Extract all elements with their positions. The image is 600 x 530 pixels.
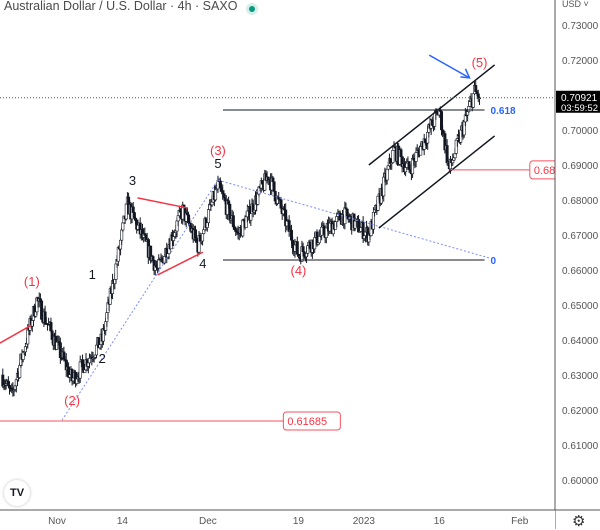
settings-gear-icon[interactable]: ⚙ [572,513,586,530]
y-tick-label: 0.64000 [562,336,599,347]
candle [131,206,135,213]
level-label: 0.61685 [287,416,327,428]
x-tick-label: 14 [117,516,129,527]
y-tick-label: 0.67000 [562,231,599,242]
wave-label: 3 [129,173,136,188]
trend-line [368,64,496,166]
chart-title: Australian Dollar / U.S. Dollar · 4h · S… [4,0,238,13]
fib-level-label: 0.618 [491,106,516,117]
candle [201,233,205,242]
y-tick-label: 0.62000 [562,406,599,417]
y-tick-label: 0.66000 [562,266,599,277]
bar-countdown: 03:59:52 [561,103,598,114]
wave-label: 1 [89,267,96,282]
price-axis-bg [555,0,600,529]
x-tick-label: 16 [434,516,446,527]
trend-line [61,179,219,421]
y-tick-label: 0.73000 [562,21,599,32]
currency-label: USD ˅ [562,0,589,9]
trend-line [217,179,490,259]
y-tick-label: 0.70000 [562,126,599,137]
x-tick-label: Nov [48,516,66,527]
wave-label: 2 [99,351,106,366]
y-tick-label: 0.69000 [562,161,599,172]
trend-line [137,197,188,209]
candle [414,152,418,162]
y-tick-label: 0.63000 [562,371,599,382]
level-label: 0.687 [534,165,562,177]
x-tick-label: 2023 [353,516,376,527]
y-tick-label: 0.68000 [562,196,599,207]
tradingview-logo[interactable]: TV [4,480,30,506]
wave-label: 5 [214,156,221,171]
trend-line [0,324,33,344]
y-tick-label: 0.60000 [562,476,599,487]
wave-label: (4) [290,263,306,278]
candle [385,168,389,181]
candle [228,203,232,221]
wave-label: (1) [24,274,40,289]
y-tick-label: 0.72000 [562,56,599,67]
wave-label: 4 [199,256,206,271]
candle [272,181,276,192]
candle [198,235,202,242]
level-label-box [282,411,341,431]
x-tick-label: 19 [293,516,305,527]
candle [471,93,475,108]
candle [157,258,161,269]
y-tick-label: 0.65000 [562,301,599,312]
arrow-line [428,54,470,79]
candle [206,209,210,224]
trend-line [157,251,204,276]
candle [295,241,299,255]
arrow-head-icon [460,68,471,79]
candle [249,213,253,221]
y-tick-label: 0.61000 [562,441,599,452]
time-axis-bg [0,510,555,529]
candle [214,188,218,201]
wave-label: (5) [472,55,488,70]
last-price-value: 0.70921 [561,93,598,104]
candle [121,222,125,231]
market-status-dot [246,3,258,15]
candle [391,149,395,163]
last-price-badge [556,90,600,113]
candle [194,229,198,239]
fib-level-label: 0 [491,256,497,267]
candle [271,177,275,183]
wave-label: (3) [210,143,226,158]
candle [58,342,62,359]
wave-label: (2) [64,393,80,408]
x-tick-label: Dec [199,516,217,527]
candle [317,236,321,244]
candle [467,106,471,112]
candle [88,357,92,364]
trend-line [378,135,496,229]
x-tick-label: Feb [511,516,529,527]
